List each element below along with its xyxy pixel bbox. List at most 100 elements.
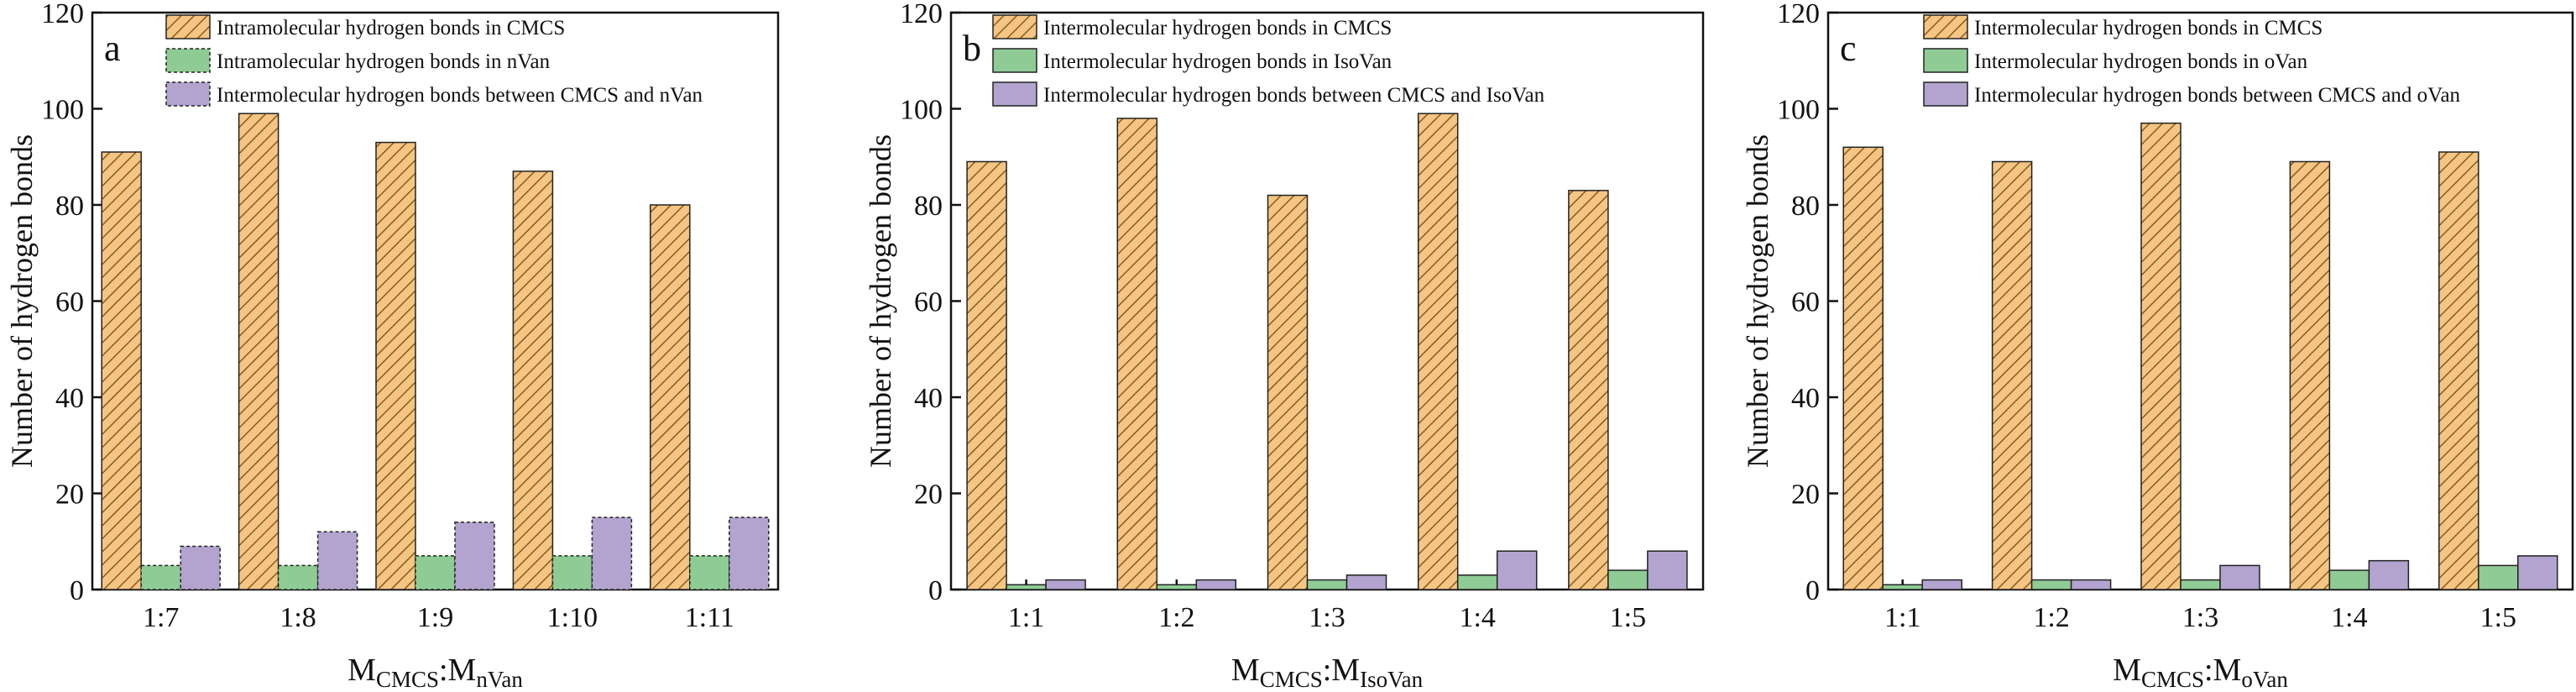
x-tick-label: 1:8 bbox=[280, 602, 316, 633]
bar-series-1 bbox=[1842, 146, 1884, 590]
y-tick-label: 60 bbox=[55, 287, 84, 318]
legend-swatch bbox=[165, 14, 211, 39]
legend-swatch bbox=[1923, 81, 1968, 107]
y-tick-label: 80 bbox=[55, 191, 84, 222]
x-axis-title: MCMCS:MnVan bbox=[347, 653, 523, 692]
panel-letter: b bbox=[963, 28, 981, 69]
x-tick-label: 1:2 bbox=[2033, 602, 2069, 633]
x-tick-label: 1:5 bbox=[2480, 602, 2516, 633]
legend-label: Intermolecular hydrogen bonds between CM… bbox=[1974, 84, 2461, 107]
x-tick-label: 1:4 bbox=[1459, 602, 1495, 633]
bar-series-2 bbox=[1306, 579, 1348, 590]
bar-series-3 bbox=[2070, 579, 2112, 590]
y-tick-label: 120 bbox=[41, 0, 84, 29]
bar-series-1 bbox=[1568, 190, 1609, 590]
y-tick-label: 40 bbox=[55, 383, 84, 414]
x-tick-label: 1:10 bbox=[547, 602, 598, 633]
legend-label: Intermolecular hydrogen bonds in oVan bbox=[1974, 50, 2308, 73]
y-tick-label: 0 bbox=[70, 575, 84, 606]
y-tick-label: 120 bbox=[900, 0, 943, 29]
y-axis-title: Number of hydrogen bonds bbox=[864, 134, 897, 468]
y-tick-label: 60 bbox=[1791, 287, 1820, 318]
bar-series-1 bbox=[512, 170, 554, 590]
legend-label: Intermolecular hydrogen bonds in IsoVan bbox=[1043, 50, 1393, 73]
bar-series-2 bbox=[689, 555, 730, 590]
legend-label: Intramolecular hydrogen bonds in CMCS bbox=[217, 17, 565, 39]
bar-series-2 bbox=[2030, 579, 2072, 590]
bar-series-3 bbox=[2517, 555, 2558, 590]
bar-series-1 bbox=[1991, 160, 2033, 590]
legend-label: Intramolecular hydrogen bonds in nVan bbox=[217, 50, 551, 73]
bar-series-2 bbox=[1607, 569, 1649, 590]
bar-series-1 bbox=[238, 113, 280, 590]
bar-series-3 bbox=[2219, 564, 2260, 590]
x-tick-label: 1:3 bbox=[2182, 602, 2218, 633]
bar-series-1 bbox=[2438, 151, 2479, 590]
bar-series-1 bbox=[375, 141, 416, 590]
legend-swatch bbox=[992, 48, 1037, 73]
x-axis-title: MCMCS:MoVan bbox=[2113, 653, 2288, 692]
y-tick-label: 40 bbox=[914, 383, 943, 414]
x-tick-label: 1:7 bbox=[143, 602, 179, 633]
panel-letter: c bbox=[1840, 28, 1857, 69]
bar-series-2 bbox=[1882, 584, 1923, 590]
legend-label: Intermolecular hydrogen bonds in CMCS bbox=[1974, 17, 2323, 39]
bar-series-2 bbox=[1006, 584, 1047, 590]
x-tick-label: 1:1 bbox=[1884, 602, 1920, 633]
bar-series-3 bbox=[1921, 579, 1962, 590]
legend-swatch bbox=[1923, 48, 1968, 73]
y-tick-label: 60 bbox=[914, 287, 943, 318]
bar-series-3 bbox=[1496, 550, 1538, 590]
legend-swatch bbox=[165, 81, 211, 107]
x-tick-label: 1:1 bbox=[1008, 602, 1044, 633]
y-tick-label: 40 bbox=[1791, 383, 1820, 414]
legend-label: Intermolecular hydrogen bonds between CM… bbox=[1043, 84, 1545, 107]
x-tick-label: 1:2 bbox=[1158, 602, 1194, 633]
bar-series-1 bbox=[966, 160, 1007, 590]
x-tick-label: 1:9 bbox=[417, 602, 453, 633]
panel-letter: a bbox=[104, 28, 121, 69]
y-axis-title: Number of hydrogen bonds bbox=[5, 134, 39, 468]
y-tick-label: 20 bbox=[1791, 480, 1820, 511]
y-tick-label: 20 bbox=[55, 480, 84, 511]
x-tick-label: 1:11 bbox=[685, 602, 734, 633]
legend-swatch bbox=[992, 14, 1037, 39]
chart-panel-a: 0 20 40 60 80 100 120 Number of hydrogen bonds a… bbox=[5, 0, 780, 692]
bar-series-2 bbox=[140, 564, 181, 590]
y-tick-label: 80 bbox=[914, 191, 943, 222]
bar-series-2 bbox=[551, 555, 593, 590]
bar-series-3 bbox=[180, 545, 221, 590]
bar-series-2 bbox=[2478, 564, 2519, 590]
bar-series-3 bbox=[1195, 579, 1237, 590]
bar-series-1 bbox=[1116, 118, 1158, 590]
bar-series-3 bbox=[454, 522, 495, 590]
bar-series-2 bbox=[2180, 579, 2221, 590]
bar-series-1 bbox=[101, 151, 142, 590]
y-tick-label: 100 bbox=[1777, 95, 1820, 126]
bar-series-3 bbox=[729, 516, 770, 590]
bar-series-1 bbox=[2289, 160, 2331, 590]
bar-series-2 bbox=[277, 564, 319, 590]
y-tick-label: 100 bbox=[900, 95, 943, 126]
legend-swatch bbox=[992, 81, 1037, 107]
bar-series-2 bbox=[1456, 574, 1498, 590]
y-axis-title: Number of hydrogen bonds bbox=[1741, 134, 1774, 468]
x-tick-label: 1:3 bbox=[1309, 602, 1345, 633]
y-tick-label: 100 bbox=[41, 95, 84, 126]
bar-series-3 bbox=[1345, 574, 1387, 590]
legend-label: Intermolecular hydrogen bonds in CMCS bbox=[1043, 17, 1392, 39]
bar-series-3 bbox=[1647, 550, 1688, 590]
x-axis-title: MCMCS:MIsoVan bbox=[1231, 653, 1424, 692]
bar-series-2 bbox=[2328, 569, 2370, 590]
bar-series-2 bbox=[415, 555, 456, 590]
y-tick-label: 0 bbox=[928, 575, 943, 606]
bar-series-1 bbox=[1267, 194, 1309, 590]
x-tick-label: 1:5 bbox=[1610, 602, 1646, 633]
legend-label: Intermolecular hydrogen bonds between CM… bbox=[217, 84, 703, 107]
y-tick-label: 80 bbox=[1791, 191, 1820, 222]
y-tick-label: 20 bbox=[914, 480, 943, 511]
chart-panel-c: 0 20 40 60 80 100 120 Number of hydrogen bonds c… bbox=[1741, 0, 2574, 692]
chart-panel-b: 0 20 40 60 80 100 120 Number of hydrogen bonds b… bbox=[864, 0, 1705, 692]
legend-swatch bbox=[165, 48, 211, 73]
bar-series-3 bbox=[1045, 579, 1086, 590]
